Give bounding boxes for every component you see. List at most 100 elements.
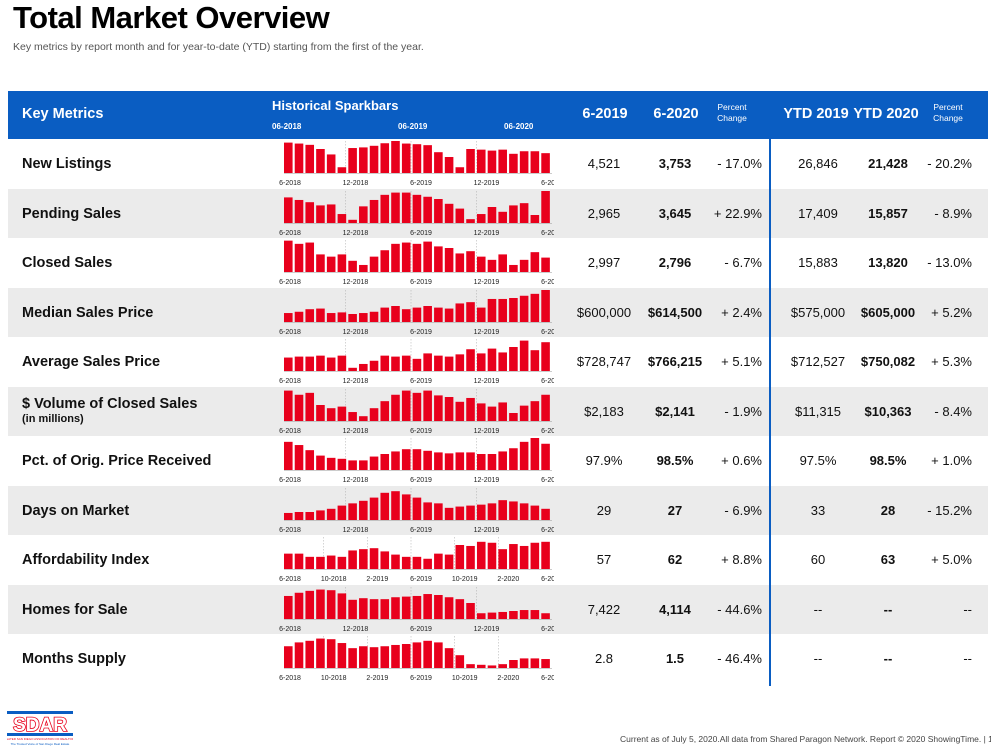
metric-label: Closed Sales — [22, 255, 112, 271]
value-ytd-2020: $750,082 — [860, 354, 916, 369]
sparkbar-chart: 6-2018 12-2018 6-2019 12-2019 6-2020 — [279, 388, 554, 435]
sparkbar — [369, 145, 379, 173]
metric-subtitle: (in millions) — [22, 412, 84, 425]
sparkbar-axis-label: 10-2018 — [321, 576, 347, 583]
value-ytd-2020: 15,857 — [868, 205, 908, 221]
sparkbar — [530, 350, 540, 371]
sparkbar — [294, 243, 304, 272]
sparkbar — [316, 308, 325, 322]
sparkbar — [337, 643, 347, 668]
svg-text:The Trusted Voice of San Diego: The Trusted Voice of San Diego Real Esta… — [11, 742, 70, 746]
value-6-2020: 62 — [667, 552, 683, 567]
header-6-2020: 6-2020 — [653, 106, 699, 122]
sparkbar — [369, 548, 379, 569]
sparkbar — [509, 412, 518, 421]
sparkbar — [530, 214, 540, 223]
sparkbar — [498, 611, 507, 619]
sparkbar — [369, 256, 379, 272]
sparkbar — [337, 556, 347, 569]
sparkbar-axis-label: 12-2019 — [474, 378, 500, 385]
sparkbar — [391, 356, 400, 371]
header-pct-change: Percent Change — [717, 102, 747, 123]
sparkbar — [455, 506, 465, 520]
value-6-2020: $766,215 — [647, 354, 703, 369]
sparkbar — [359, 363, 368, 371]
sparkbar — [401, 493, 411, 520]
sparkbar — [337, 311, 347, 322]
sparkbar — [423, 640, 432, 668]
sparkbar — [348, 367, 357, 371]
sparkbar — [391, 192, 400, 223]
sparkbar — [412, 642, 422, 668]
sparkbar — [326, 639, 336, 668]
sparkbar — [294, 592, 304, 619]
sparkbar — [455, 401, 465, 421]
sparkbar — [326, 154, 336, 173]
sparkbar — [466, 149, 475, 173]
metric-label: Affordability Index — [22, 552, 149, 568]
sparkbar — [359, 549, 368, 569]
sparkbar — [369, 407, 379, 421]
sparkbar — [423, 390, 432, 421]
sparkbar-axis-label: 6-2020 — [541, 527, 554, 534]
sparkbar-chart: 6-2018 12-2018 6-2019 12-2019 6-2020 — [279, 190, 554, 237]
sparkbar — [466, 545, 475, 569]
sparkbar — [455, 452, 465, 470]
sparkbar-axis-label: 10-2018 — [321, 675, 347, 682]
sparkbar-chart: 6-2018 12-2018 6-2019 12-2019 6-2020 — [279, 438, 554, 484]
sparkbar — [498, 298, 507, 322]
sparkbar — [541, 190, 550, 223]
sparkbar — [401, 596, 411, 619]
sparkbar-chart: 6-2018 10-2018 2-2019 6-2019 10-2019 2-2020 6-… — [279, 537, 554, 583]
sparkbar — [326, 203, 336, 223]
page-subtitle: Key metrics by report month and for year… — [13, 41, 424, 53]
header-ytd-pct-change: Percent Change — [933, 102, 963, 123]
sparkbar — [294, 311, 304, 322]
sparkbar — [444, 157, 454, 173]
sparkbar — [509, 153, 518, 173]
sparkbar — [487, 206, 497, 223]
header-ytd-2020: YTD 2020 — [853, 106, 919, 122]
header-spark-end: 06-2020 — [504, 122, 534, 131]
sparkbar — [434, 246, 443, 272]
sparkbar-axis-label: 6-2020 — [541, 230, 554, 237]
sparkbar — [316, 254, 325, 272]
sparkbar-axis-label: 12-2019 — [474, 527, 500, 534]
sparkbar — [305, 590, 315, 619]
sparkbar-axis-label: 6-2019 — [410, 378, 432, 385]
value-ytd-2019: $11,315 — [794, 403, 842, 419]
sparkbar-chart: 6-2018 12-2018 6-2019 12-2019 6-2020 — [279, 289, 554, 336]
sparkbar — [401, 143, 411, 173]
sparkbar — [316, 509, 325, 520]
sparkbar — [326, 357, 336, 371]
sparkbar — [530, 658, 540, 668]
sparkbar — [509, 347, 518, 371]
sparkbar-axis-label: 12-2018 — [343, 626, 369, 633]
sparkbar-axis-label: 6-2019 — [410, 527, 432, 534]
sparkbar — [498, 451, 507, 470]
sparkbar — [541, 289, 550, 322]
sparkbar — [530, 542, 540, 569]
table-row: Median Sales Price 6-2018 12-2018 6-2019 12-… — [8, 287, 988, 337]
sparkbar — [530, 293, 540, 322]
table-row: Homes for Sale 6-2018 12-2018 6-2019 12-2019… — [8, 584, 988, 634]
metric-name: Months Supply — [22, 651, 126, 667]
pct-change: + 8.8% — [721, 552, 762, 567]
value-6-2019: 2,997 — [587, 255, 621, 270]
metric-name: Median Sales Price — [22, 304, 154, 321]
sparkbar — [337, 254, 347, 272]
sparkbar-chart: 6-2018 12-2018 6-2019 12-2019 6-2020 — [279, 240, 554, 286]
sparkbar — [316, 589, 325, 619]
header-spark-start: 06-2018 — [272, 122, 302, 131]
metric-name: New Listings — [22, 156, 112, 172]
sparkbar-axis-label: 12-2018 — [343, 230, 369, 237]
sparkbar — [380, 454, 390, 470]
sparkbar — [509, 660, 518, 668]
sparkbar — [498, 499, 507, 520]
value-6-2020: 98.5% — [656, 453, 694, 468]
table-row: New Listings 6-2018 12-2018 6-2019 12-2019 6-… — [8, 139, 988, 189]
sparkbar — [519, 658, 529, 668]
sparkbar — [348, 648, 357, 668]
sparkbar — [316, 556, 325, 569]
sparkbar — [284, 553, 293, 569]
